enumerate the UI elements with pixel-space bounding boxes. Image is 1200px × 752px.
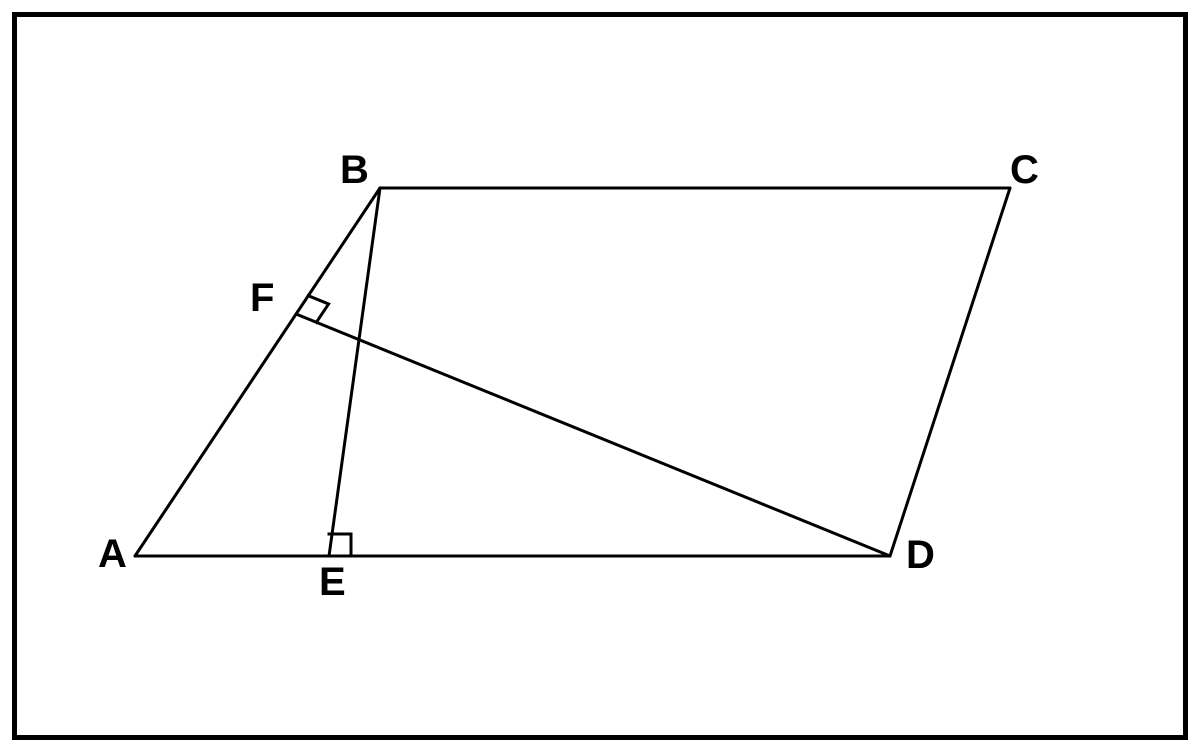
- geometry-svg: [0, 0, 1200, 752]
- label-E: E: [319, 560, 346, 605]
- label-F: F: [250, 276, 274, 321]
- label-A: A: [98, 532, 127, 577]
- label-B: B: [340, 148, 369, 193]
- label-C: C: [1010, 148, 1039, 193]
- label-D: D: [906, 533, 935, 578]
